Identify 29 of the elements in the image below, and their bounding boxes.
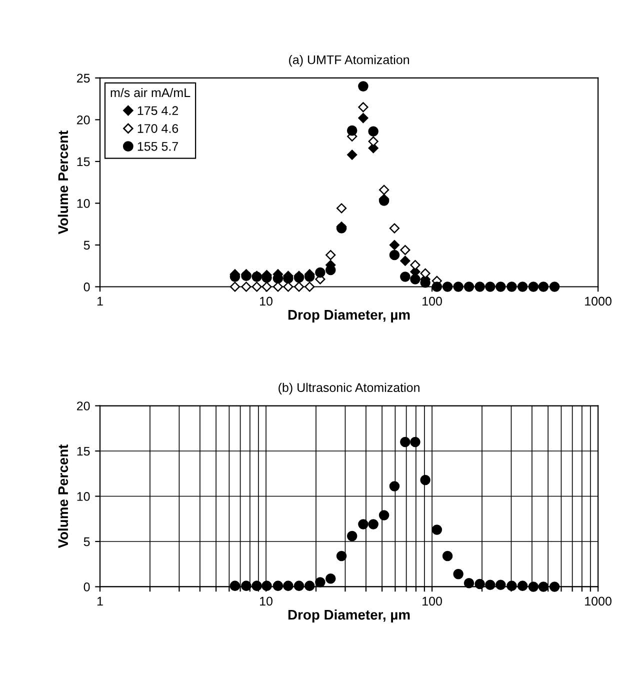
x-axis-title: Drop Diameter, µm [288, 609, 410, 622]
y-axis-title: Volume Percent [58, 130, 68, 234]
x-tick-label: 1000 [585, 296, 612, 306]
x-tick-label: 10 [260, 596, 272, 606]
y-tick-label: 5 [84, 537, 90, 546]
x-tick-label: 1 [97, 296, 103, 306]
chart-title: (a) UMTF Atomization [289, 55, 409, 67]
y-tick-label: 15 [77, 157, 90, 166]
legend-title: m/s air mA/mL [110, 88, 190, 98]
y-tick-label: 20 [77, 402, 90, 410]
x-axis-title: Drop Diameter, µm [288, 310, 410, 322]
legend-label: 170 4.6 [138, 124, 178, 133]
y-tick-label: 0 [84, 282, 90, 292]
y-tick-label: 10 [77, 199, 90, 208]
y-tick-label: 5 [84, 240, 90, 250]
y-tick-label: 0 [84, 582, 90, 592]
y-tick-label: 20 [77, 116, 90, 124]
x-tick-label: 1 [97, 596, 103, 606]
chart-title: (b) Ultrasonic Atomization [278, 382, 420, 394]
legend-label: 175 4.2 [138, 106, 178, 116]
legend-label: 155 5.7 [138, 142, 178, 151]
x-tick-label: 1000 [585, 596, 612, 606]
x-tick-label: 100 [422, 596, 442, 606]
y-tick-label: 25 [77, 74, 90, 83]
x-tick-label: 10 [260, 296, 272, 306]
x-tick-label: 100 [422, 296, 442, 306]
y-tick-label: 10 [77, 492, 90, 501]
y-axis-title: Volume Percent [58, 444, 68, 548]
y-tick-label: 15 [77, 446, 90, 456]
